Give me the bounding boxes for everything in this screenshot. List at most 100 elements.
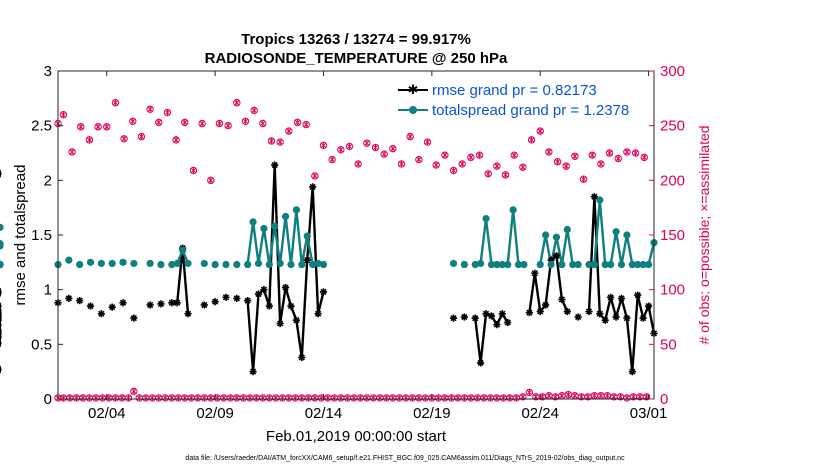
obs-count-marker [302,120,310,129]
rmse-point [498,310,506,318]
rmse-point [634,291,642,299]
obs-count-marker [259,119,267,128]
rmse-point [271,161,279,169]
x-tick-label: 02/09 [196,405,234,422]
totalspread-point [542,231,550,239]
obs-count-marker [449,166,458,175]
totalspread-point [244,260,252,269]
obs-count-marker [553,158,562,166]
obs-count-marker [189,166,198,175]
obs-count-marker [198,119,206,128]
totalspread-point [482,215,490,223]
rmse-point [130,314,138,322]
obs-count-marker [285,127,293,135]
obs-count-marker [311,172,319,180]
obs-count-marker-low [525,388,534,397]
rmse-point [552,252,561,260]
obs-count-marker [389,144,397,153]
obs-count-marker [484,170,492,178]
obs-count-marker [328,155,336,164]
rmse-point [184,310,192,318]
rmse-point [0,365,2,374]
obs-count-marker-low [85,394,94,402]
totalspread-point [644,260,653,269]
rmse-point [623,314,631,322]
y-tick-label-right: 250 [660,118,685,135]
totalspread-point [314,259,322,268]
totalspread-point [504,260,512,269]
totalspread-point [86,258,95,266]
obs-count-marker-low [356,394,365,402]
obs-count-marker-low [616,393,625,401]
rmse-point [525,309,533,317]
obs-count-marker-low [79,394,87,402]
totalspread-point [173,259,181,268]
obs-count-marker [163,108,172,117]
obs-count-marker-low [486,394,495,402]
rmse-point [146,301,154,309]
rmse-point [596,310,604,318]
obs-count-marker [59,111,68,119]
totalspread-point [596,196,604,204]
rmse-point [65,294,73,303]
obs-count-marker [267,137,276,145]
totalspread-point [509,206,517,214]
obs-count-marker [224,121,232,130]
obs-count-marker-low [324,394,332,402]
legend-rmse-label: rmse grand pr = 0.82173 [432,82,597,99]
obs-count-marker [406,132,414,141]
totalspread-point [634,260,642,269]
totalspread-point [249,218,257,226]
totalspread-point [65,256,73,264]
rmse-point [222,293,230,301]
obs-count-marker [545,148,553,156]
totalspread-point [157,260,165,269]
totalspread-point [520,260,528,269]
y-tick-label-right: 300 [660,63,685,80]
obs-count-marker-low [148,394,156,402]
rmse-point [558,295,566,304]
totalspread-point [623,231,631,239]
y-axis-right-ticks: 0 50 100 150 200 250 300 [649,63,685,408]
rmse-point [287,302,295,310]
obs-count-marker [493,162,501,170]
obs-count-marker-low [460,394,469,402]
obs-count-marker [562,162,570,170]
obs-count-marker [536,127,544,135]
obs-count-marker [94,123,102,131]
obs-count-marker [458,160,466,168]
totalspread-point [477,259,485,268]
totalspread-point [601,260,609,269]
rmse-point [639,314,647,322]
obs-count-marker-low [499,394,508,402]
obs-count-marker [181,118,189,127]
rmse-point [276,319,284,328]
totalspread-point [0,223,4,231]
rmse-point [119,299,127,307]
rmse-point [0,339,2,347]
obs-count-marker [579,175,588,183]
rmse-point [601,316,609,324]
obs-count-marker-low [642,393,651,401]
x-tick-label: 02/19 [413,405,451,422]
obs-count-marker [397,160,406,168]
rmse-point [108,303,116,311]
y-tick-label-left: 1.5 [31,227,52,244]
totalspread-point [498,260,506,269]
y-tick-label-right: 50 [660,336,677,353]
rmse-point [542,301,550,309]
x-tick-label: 02/04 [88,405,126,422]
x-axis-ticks: 02/04 02/09 02/14 02/19 02/24 03/01 [88,71,667,422]
y-tick-label-right: 0 [660,391,668,408]
rmse-point [477,359,485,367]
obs-count-marker [85,136,94,144]
obs-count-marker [623,148,631,156]
obs-count-marker [120,135,128,143]
totalspread-point [612,228,620,236]
totalspread-point [119,258,127,266]
y-axis-left-ticks: 0 0.5 1 1.5 2 2.5 3 [31,63,63,408]
obs-count-marker [68,148,76,156]
obs-count-marker-low [519,393,527,401]
obs-count-marker [467,153,475,162]
obs-count-marker [241,117,250,125]
